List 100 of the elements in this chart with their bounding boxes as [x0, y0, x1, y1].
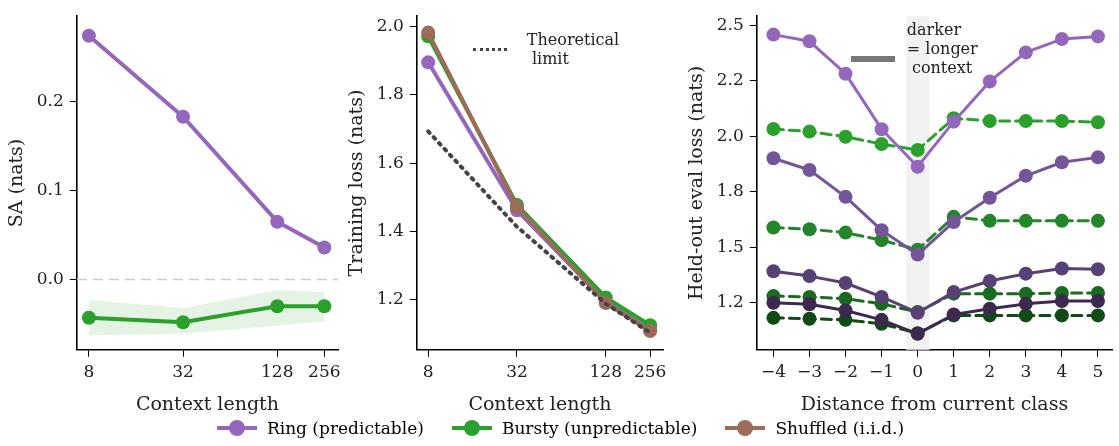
point	[1054, 213, 1069, 228]
point	[982, 113, 997, 128]
point	[766, 151, 781, 166]
y-tick-label: 2.0	[716, 124, 744, 145]
point	[838, 291, 853, 306]
point	[421, 55, 436, 70]
x-tick-label: −4	[760, 361, 786, 382]
x-tick-label: 1	[948, 361, 960, 382]
x-tick-label: 3	[1020, 361, 1032, 382]
point	[838, 303, 853, 318]
point	[910, 247, 925, 262]
x-tick-label: 8	[422, 361, 434, 382]
point	[910, 159, 925, 174]
point	[1054, 113, 1069, 128]
point	[1054, 293, 1069, 308]
x-tick-label: 8	[83, 361, 95, 382]
y-tick-label: 0.0	[36, 267, 64, 288]
point	[802, 163, 817, 178]
point	[838, 275, 853, 290]
point	[766, 264, 781, 279]
point	[1090, 308, 1105, 323]
point	[1090, 150, 1105, 165]
point	[982, 273, 997, 288]
x-axis-title: Context length	[135, 391, 279, 414]
x-axis-title: Distance from current class	[800, 391, 1069, 414]
point	[1090, 29, 1105, 44]
point	[874, 137, 889, 152]
point	[766, 121, 781, 136]
point	[766, 27, 781, 42]
point	[1054, 261, 1069, 276]
y-tick-label: 2.5	[716, 13, 744, 34]
x-tick-label: −3	[796, 361, 823, 382]
point	[802, 311, 817, 326]
y-tick-label: 2.0	[376, 14, 404, 35]
point	[838, 225, 853, 240]
y-tick-label: 0.1	[36, 178, 64, 199]
point	[982, 190, 997, 205]
point	[982, 74, 997, 89]
x-tick-label: 2	[984, 361, 996, 382]
point	[1054, 32, 1069, 47]
y-tick-label: 1.6	[376, 151, 404, 172]
y-tick-label: 1.8	[716, 180, 744, 201]
x-axis-title: Context length	[468, 391, 612, 414]
point	[982, 301, 997, 316]
y-tick-label: 0.2	[36, 90, 64, 111]
y-tick-label: 1.2	[376, 288, 404, 309]
y-tick-label: 1.8	[376, 83, 404, 104]
point	[1018, 168, 1033, 183]
legend-label: Bursty (unpredictable)	[501, 418, 698, 438]
point	[874, 289, 889, 304]
x-tick-label: −1	[869, 361, 895, 382]
point	[802, 34, 817, 49]
x-tick-label: 32	[172, 361, 194, 382]
point	[421, 25, 436, 40]
point	[1090, 213, 1105, 228]
x-tick-label: 5	[1092, 361, 1104, 382]
point	[802, 124, 817, 139]
point	[874, 223, 889, 238]
y-axis-title: SA (nats)	[4, 138, 27, 228]
x-tick-label: 256	[308, 361, 341, 382]
x-tick-label: 32	[506, 361, 528, 382]
point	[946, 214, 961, 229]
x-tick-label: 256	[633, 361, 667, 382]
y-tick-label: 1.4	[376, 219, 404, 240]
point	[874, 122, 889, 137]
point	[1090, 262, 1105, 277]
point	[766, 220, 781, 235]
point	[766, 310, 781, 325]
y-axis-title: Training loss (nats)	[344, 89, 367, 277]
point	[874, 312, 889, 327]
x-tick-label: 4	[1056, 361, 1068, 382]
point	[766, 295, 781, 310]
legend-label: Ring (predictable)	[266, 418, 424, 438]
point	[1054, 155, 1069, 170]
point	[838, 189, 853, 204]
x-tick-label: 128	[261, 361, 294, 382]
point	[1018, 213, 1033, 228]
point	[1054, 308, 1069, 323]
point	[982, 286, 997, 301]
point	[982, 213, 997, 228]
point	[1090, 293, 1105, 308]
point	[802, 269, 817, 284]
point	[838, 129, 853, 144]
x-tick-label: 0	[912, 361, 924, 382]
point	[838, 66, 853, 81]
point	[1018, 266, 1033, 281]
annotation: Theoretical limit	[526, 30, 620, 69]
point	[1018, 113, 1033, 128]
y-tick-label: 1.2	[716, 291, 744, 312]
point	[1018, 45, 1033, 60]
point	[1018, 296, 1033, 311]
y-axis-title: Held-out eval loss (nats)	[684, 65, 707, 301]
y-tick-label: 2.2	[716, 69, 744, 90]
legend-label: Shuffled (i.i.d.)	[775, 418, 905, 438]
point	[910, 143, 925, 158]
x-tick-label: −2	[833, 361, 859, 382]
y-tick-label: 1.5	[716, 235, 744, 256]
x-tick-label: 128	[589, 361, 622, 382]
point	[802, 222, 817, 237]
annotation: darker = longer context	[906, 20, 978, 78]
